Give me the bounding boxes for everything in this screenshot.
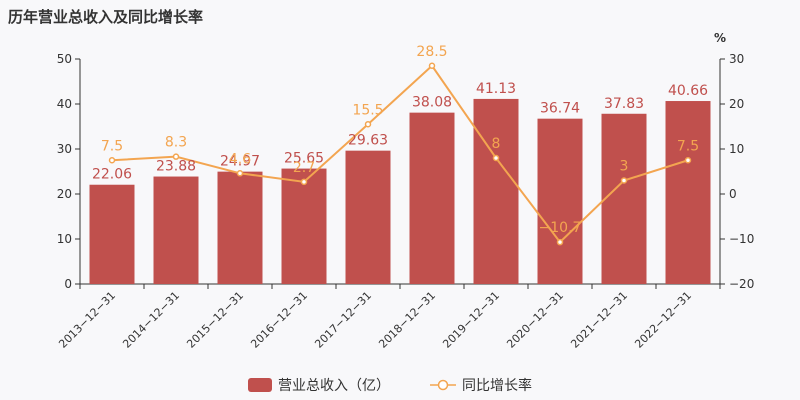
revenue-bar [665,101,711,284]
growth-data-label: 2.7 [293,160,315,176]
legend-line-marker [437,379,449,391]
growth-rate-point [236,170,244,177]
growth-rate-point [108,157,116,164]
growth-rate-point [492,154,500,162]
left-tick-label: 30 [57,142,72,156]
revenue-bar [537,118,583,284]
growth-data-label: 15.5 [352,102,383,118]
left-tick-label: 0 [64,277,72,291]
revenue-data-label: 29.63 [348,133,388,149]
growth-rate-point [620,177,628,184]
growth-rate-point [556,238,564,246]
right-tick-label: 0 [729,187,737,201]
x-tick-label: 2022−12−31 [632,289,694,351]
revenue-bar [89,184,135,284]
growth-rate-line [111,64,689,244]
right-tick-label: −10 [729,232,754,246]
revenue-data-label: 36.74 [540,101,580,117]
revenue-data-label: 40.66 [668,83,708,99]
revenue-data-label: 23.88 [156,159,196,175]
chart-title: 历年营业总收入及同比增长率 [8,8,204,26]
right-axis-unit: % [714,31,726,45]
x-tick-label: 2017−12−31 [312,289,374,351]
revenue-data-label: 22.06 [92,167,132,183]
growth-data-label: 28.5 [416,44,447,60]
legend-bar-swatch [248,378,272,392]
left-tick-label: 20 [57,187,72,201]
growth-data-label: 4.6 [229,151,251,167]
revenue-bar [473,98,519,284]
legend-bar-label: 营业总收入（亿） [278,378,390,394]
growth-data-label: 7.5 [101,138,123,154]
right-tick-label: 20 [729,97,744,111]
growth-data-label: 8.3 [165,135,187,151]
x-tick-label: 2020−12−31 [504,289,566,351]
x-tick-label: 2019−12−31 [440,289,502,351]
left-tick-label: 40 [57,97,72,111]
x-tick-label: 2015−12−31 [184,289,246,351]
right-tick-label: −20 [729,277,754,291]
revenue-data-label: 37.83 [604,96,644,112]
growth-rate-point [364,121,372,128]
revenue-bar [409,112,455,284]
revenue-data-label: 41.13 [476,81,516,97]
growth-data-label: 7.5 [677,138,699,154]
growth-data-label: 3 [620,159,629,175]
revenue-data-label: 24.97 [220,154,260,170]
revenue-bar [345,150,391,284]
growth-rate-point [172,153,180,160]
revenue-bar [153,176,199,284]
growth-data-label: 8 [492,136,501,152]
left-tick-label: 10 [57,232,72,246]
x-tick-label: 2021−12−31 [568,289,630,351]
x-tick-label: 2018−12−31 [376,289,438,351]
x-tick-label: 2013−12−31 [56,289,118,351]
growth-rate-point [428,62,436,69]
x-tick-label: 2014−12−31 [120,289,182,351]
revenue-data-label: 38.08 [412,95,452,111]
revenue-bar [281,168,327,284]
growth-rate-point [300,178,308,186]
legend-line-label: 同比增长率 [462,377,532,394]
left-tick-label: 50 [57,52,72,66]
revenue-bar [217,171,263,284]
growth-rate-point [684,157,692,164]
revenue-bar [601,113,647,284]
right-tick-label: 10 [729,142,744,156]
x-tick-label: 2016−12−31 [248,289,310,351]
revenue-data-label: 25.65 [284,151,324,167]
right-tick-label: 30 [729,52,744,66]
growth-data-label: −10.7 [539,220,582,236]
